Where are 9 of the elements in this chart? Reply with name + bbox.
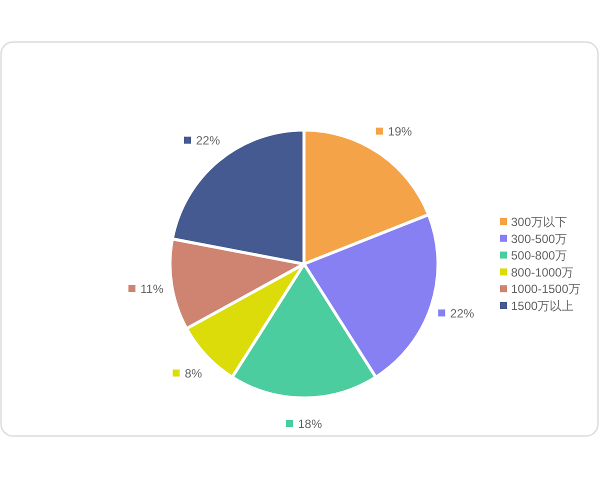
data-label: 19% [388,124,412,139]
data-label: 22% [450,306,474,320]
data-label: 18% [298,417,322,431]
data-label: 22% [196,134,220,148]
legend-label: 300-500万 [511,232,568,246]
legend-label: 300万以下 [511,215,568,229]
data-label: 11% [140,282,164,296]
legend-label: 500-800万 [511,248,568,263]
data-label: 8% [184,366,202,381]
